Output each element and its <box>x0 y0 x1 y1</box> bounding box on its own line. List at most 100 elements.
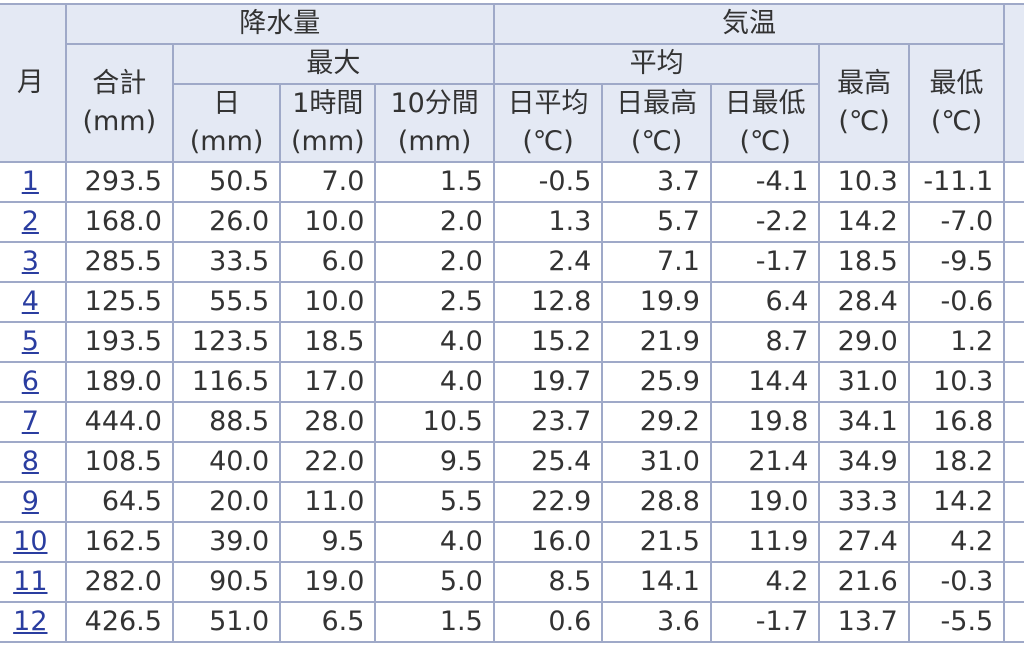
table-cell: 12.8 <box>492 281 604 323</box>
table-cell: 293.5 <box>64 161 174 203</box>
month-cell: 9 <box>0 481 67 523</box>
table-cell: 7.1 <box>601 241 712 283</box>
table-cell: 31.0 <box>818 361 910 403</box>
month-cell: 7 <box>0 401 67 443</box>
header-temp-day-min: 日最低 (℃) <box>709 83 821 163</box>
table-cell: 0.6 <box>492 601 604 643</box>
table-cell: 23.7 <box>492 401 604 443</box>
table-cell: 1.2 <box>907 321 1006 363</box>
header-temp-day-max-unit: (℃) <box>630 126 683 157</box>
table-cell: 285.5 <box>64 241 174 283</box>
month-link[interactable]: 11 <box>13 565 48 597</box>
clipped-cell <box>1003 201 1024 243</box>
table-cell: 162.5 <box>64 521 174 563</box>
table-row: 6 189.0 116.5 17.0 4.0 19.7 25.9 14.4 31.0 10.3 <box>0 361 1024 403</box>
month-link[interactable]: 4 <box>21 285 39 317</box>
table-cell: 34.1 <box>818 401 910 443</box>
table-cell: 2.0 <box>374 201 495 243</box>
table-cell: 18.5 <box>279 321 377 363</box>
clipped-cell <box>1003 441 1024 483</box>
table-cell: 13.7 <box>818 601 910 643</box>
table-cell: -0.5 <box>492 161 604 203</box>
table-row: 9 64.5 20.0 11.0 5.5 22.9 28.8 19.0 33.3 14.2 <box>0 481 1024 523</box>
header-precip-max-10min: 10分間 (mm) <box>374 83 495 163</box>
header-precip-max-1h: 1時間 (mm) <box>279 83 377 163</box>
header-temp-day-avg-label: 日平均 <box>507 88 589 119</box>
table-cell: 21.9 <box>601 321 712 363</box>
table-cell: 3.7 <box>601 161 712 203</box>
table-cell: -2.2 <box>709 201 821 243</box>
month-cell: 10 <box>0 521 67 563</box>
table-cell: 108.5 <box>64 441 174 483</box>
table-cell: 4.2 <box>907 521 1006 563</box>
table-cell: 1.3 <box>492 201 604 243</box>
month-link[interactable]: 1 <box>21 165 39 197</box>
table-cell: 8.7 <box>709 321 821 363</box>
month-link[interactable]: 10 <box>13 525 48 557</box>
table-cell: 10.0 <box>279 201 377 243</box>
table-cell: 28.8 <box>601 481 712 523</box>
table-cell: -1.7 <box>709 601 821 643</box>
table-row: 3 285.5 33.5 6.0 2.0 2.4 7.1 -1.7 18.5 -9.5 <box>0 241 1024 283</box>
climate-table: 月 降水量 気温 合計 (mm) 最大 平均 最高 (℃) 最低 (℃) <box>0 3 1024 643</box>
month-link[interactable]: 5 <box>21 325 39 357</box>
clipped-cell <box>1003 361 1024 403</box>
header-clipped-column <box>1003 3 1024 163</box>
table-cell: 21.5 <box>601 521 712 563</box>
table-cell: 16.0 <box>492 521 604 563</box>
table-cell: 51.0 <box>171 601 282 643</box>
table-cell: 123.5 <box>171 321 282 363</box>
table-cell: 21.6 <box>818 561 910 603</box>
table-cell: 1.5 <box>374 601 495 643</box>
month-link[interactable]: 8 <box>21 445 39 477</box>
month-link[interactable]: 7 <box>21 405 39 437</box>
table-cell: 10.0 <box>279 281 377 323</box>
table-cell: 50.5 <box>171 161 282 203</box>
table-header: 月 降水量 気温 合計 (mm) 最大 平均 最高 (℃) 最低 (℃) <box>0 3 1024 163</box>
table-cell: -9.5 <box>907 241 1006 283</box>
table-row: 2 168.0 26.0 10.0 2.0 1.3 5.7 -2.2 14.2 -7.0 <box>0 201 1024 243</box>
table-cell: 2.4 <box>492 241 604 283</box>
header-temperature: 気温 <box>492 3 1006 45</box>
table-cell: 64.5 <box>64 481 174 523</box>
table-cell: 5.5 <box>374 481 495 523</box>
table-cell: 10.3 <box>818 161 910 203</box>
month-link[interactable]: 3 <box>21 245 39 277</box>
table-cell: 7.0 <box>279 161 377 203</box>
header-precip-max: 最大 <box>171 43 495 85</box>
month-link[interactable]: 6 <box>21 365 39 397</box>
month-link[interactable]: 12 <box>13 605 48 637</box>
table-cell: 193.5 <box>64 321 174 363</box>
table-cell: 39.0 <box>171 521 282 563</box>
header-precip-max-1h-label: 1時間 <box>292 88 364 119</box>
clipped-cell <box>1003 521 1024 563</box>
header-temp-highest: 最高 (℃) <box>818 43 910 163</box>
header-precip-max-day-label: 日 <box>213 88 241 119</box>
table-cell: 4.0 <box>374 321 495 363</box>
table-cell: -1.7 <box>709 241 821 283</box>
month-link[interactable]: 9 <box>21 485 39 517</box>
table-cell: 28.0 <box>279 401 377 443</box>
header-temp-day-min-label: 日最低 <box>724 88 806 119</box>
table-cell: 14.4 <box>709 361 821 403</box>
table-cell: 28.4 <box>818 281 910 323</box>
header-temp-lowest-label: 最低 <box>929 68 984 99</box>
table-cell: 8.5 <box>492 561 604 603</box>
month-cell: 3 <box>0 241 67 283</box>
month-cell: 8 <box>0 441 67 483</box>
clipped-cell <box>1003 601 1024 643</box>
month-cell: 12 <box>0 601 67 643</box>
table-row: 12 426.5 51.0 6.5 1.5 0.6 3.6 -1.7 13.7 -5.5 <box>0 601 1024 643</box>
table-cell: -11.1 <box>907 161 1006 203</box>
header-precipitation: 降水量 <box>64 3 495 45</box>
month-link[interactable]: 2 <box>21 205 39 237</box>
table-cell: 22.0 <box>279 441 377 483</box>
clipped-cell <box>1003 281 1024 323</box>
table-cell: 88.5 <box>171 401 282 443</box>
header-precip-total-label: 合計 <box>92 68 147 99</box>
table-cell: 22.9 <box>492 481 604 523</box>
table-cell: 33.5 <box>171 241 282 283</box>
table-cell: 17.0 <box>279 361 377 403</box>
header-precip-max-day-unit: (mm) <box>189 126 264 157</box>
table-cell: 10.3 <box>907 361 1006 403</box>
